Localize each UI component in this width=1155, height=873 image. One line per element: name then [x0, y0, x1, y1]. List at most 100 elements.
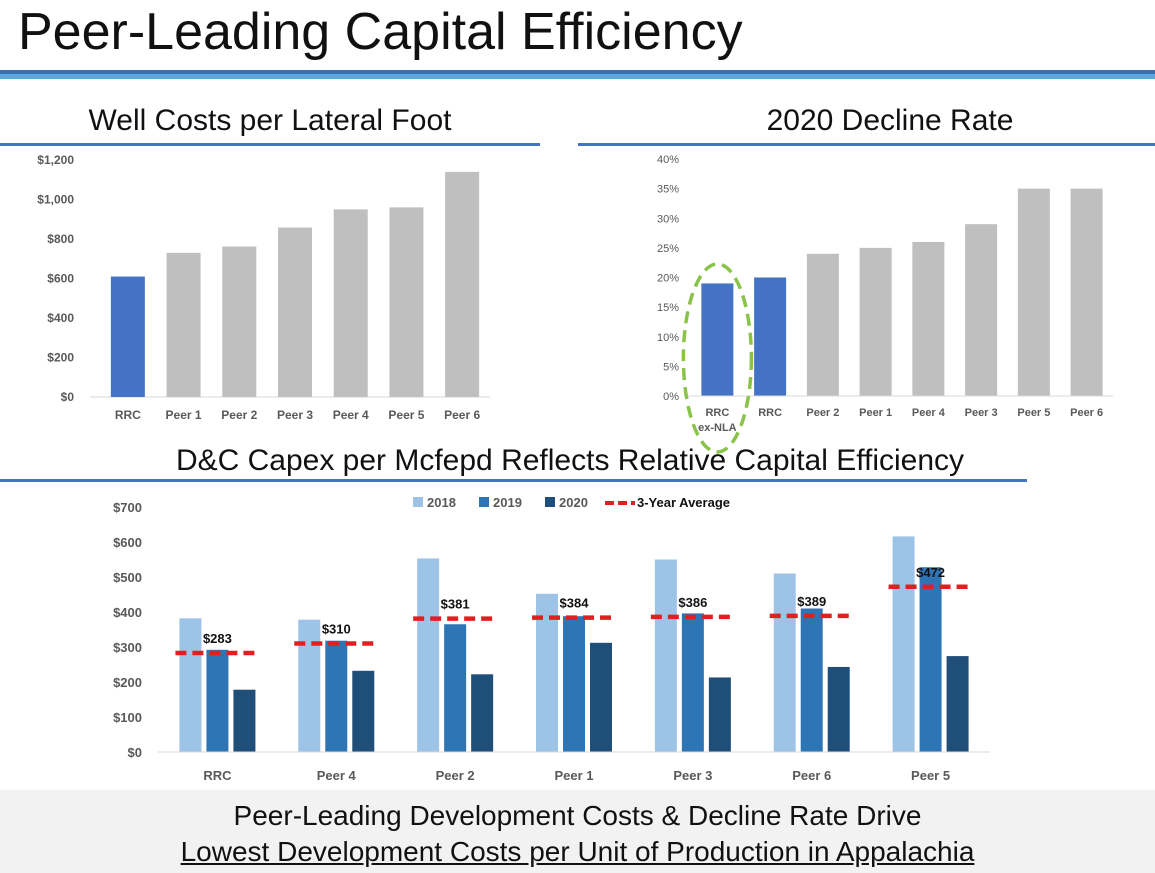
decline-rate-chart: 0% 5% 10% 15% 20% 25% 30% 35% 40% RRC ex-NLA RRC Pe…	[657, 154, 1113, 454]
x-tick-label: Peer 6	[792, 768, 831, 783]
x-tick-label: Peer 1	[166, 408, 202, 422]
y-tick-label: 0%	[663, 391, 679, 403]
bar	[389, 207, 424, 397]
y-tick-label: 35%	[657, 184, 679, 196]
legend-label: 2020	[559, 495, 588, 510]
bar	[754, 277, 787, 396]
bar-2018	[773, 573, 796, 752]
bar	[333, 209, 368, 397]
x-tick-label: Peer 1	[859, 407, 892, 419]
decline-rate-rule	[578, 143, 1155, 146]
x-tick-label: Peer 4	[317, 768, 357, 783]
x-tick-label: Peer 3	[673, 768, 712, 783]
y-tick-label: $0	[128, 745, 142, 760]
average-label: $283	[203, 631, 232, 646]
legend-label: 2018	[427, 495, 456, 510]
y-tick-label: $600	[113, 535, 142, 550]
bar-2018	[417, 558, 440, 752]
x-tick-label: RRC	[758, 407, 782, 419]
average-label: $472	[916, 565, 945, 580]
legend: 2018 2019 2020 3-Year Average	[413, 495, 730, 510]
bar-2019	[325, 640, 348, 752]
bar	[445, 171, 480, 397]
x-tick-label: Peer 2	[436, 768, 475, 783]
legend-label: 2019	[493, 495, 522, 510]
y-tick-label: 25%	[657, 243, 679, 255]
bar-2019	[919, 567, 942, 752]
bar	[166, 252, 201, 397]
bar-2020	[233, 689, 256, 752]
well-costs-chart: $0 $200 $400 $600 $800 $1,000 $1,200 RRC Peer 1…	[37, 153, 490, 422]
y-tick-label: 20%	[657, 273, 679, 285]
x-tick-label: Peer 3	[277, 408, 313, 422]
legend-swatch	[413, 497, 423, 507]
footer-line1: Peer-Leading Development Costs & Decline…	[233, 800, 922, 831]
bar-2020	[590, 642, 612, 752]
y-tick-label: $100	[113, 710, 142, 725]
well-costs-title: Well Costs per Lateral Foot	[88, 104, 452, 137]
x-tick-label: RRC	[203, 768, 232, 783]
bar-2019	[681, 613, 704, 752]
bar	[110, 276, 145, 397]
bar-2020	[946, 656, 969, 752]
legend-label: 3-Year Average	[637, 495, 730, 510]
highlight-ellipse	[681, 262, 754, 454]
bar	[912, 241, 945, 396]
y-tick-label: $400	[113, 605, 142, 620]
bar-2020	[471, 674, 494, 752]
x-tick-label: Peer 6	[1070, 407, 1103, 419]
y-tick-label: $0	[61, 390, 75, 404]
x-tick-label: Peer 2	[221, 408, 257, 422]
bar-2019	[800, 608, 823, 752]
bar-2018	[654, 559, 677, 752]
y-tick-label: $1,200	[37, 153, 74, 167]
bar	[965, 224, 998, 396]
bar	[1070, 188, 1103, 396]
bar-2020	[708, 677, 731, 752]
y-tick-label: 30%	[657, 213, 679, 225]
bar-2019	[206, 649, 229, 752]
bar	[701, 283, 734, 396]
x-tick-label: Peer 5	[1017, 407, 1050, 419]
x-tick-label: RRC	[115, 408, 141, 422]
x-tick-label: RRC ex-NLA	[698, 407, 737, 434]
bar	[278, 227, 312, 397]
average-label: $386	[678, 595, 707, 610]
bar-2019	[444, 624, 467, 752]
x-tick-label: Peer 5	[911, 768, 950, 783]
y-tick-label: $600	[47, 272, 74, 286]
bar	[806, 253, 839, 396]
y-tick-label: $200	[47, 351, 74, 365]
y-tick-label: $300	[113, 640, 142, 655]
average-label: $381	[441, 597, 470, 612]
average-label: $389	[797, 594, 826, 609]
bar	[1017, 188, 1050, 396]
title-rule-accent	[0, 74, 1155, 79]
bar-2018	[298, 619, 321, 752]
y-tick-label: 15%	[657, 302, 679, 314]
y-tick-label: 10%	[657, 332, 679, 344]
y-tick-label: 5%	[663, 361, 679, 373]
bar-2020	[352, 670, 375, 752]
y-tick-label: $800	[47, 232, 74, 246]
legend-swatch	[545, 497, 555, 507]
y-tick-label: 40%	[657, 154, 679, 166]
footer: Peer-Leading Development Costs & Decline…	[0, 790, 1155, 873]
x-tick-label: Peer 4	[912, 407, 946, 419]
capex-title: D&C Capex per Mcfepd Reflects Relative C…	[175, 444, 965, 477]
x-tick-label: Peer 2	[806, 407, 839, 419]
x-tick-label: Peer 6	[444, 408, 480, 422]
legend-swatch	[479, 497, 489, 507]
y-tick-label: $500	[113, 570, 142, 585]
average-label: $310	[322, 622, 351, 637]
decline-rate-title: 2020 Decline Rate	[766, 104, 1014, 137]
y-tick-label: $1,000	[37, 193, 74, 207]
x-tick-label: Peer 4	[333, 408, 369, 422]
x-tick-label: Peer 5	[388, 408, 424, 422]
page-title: Peer-Leading Capital Efficiency	[18, 3, 743, 61]
bar	[222, 246, 257, 397]
y-tick-label: $200	[113, 675, 142, 690]
y-tick-label: $700	[113, 500, 142, 515]
bar-2018	[179, 618, 202, 752]
bar	[859, 247, 892, 396]
